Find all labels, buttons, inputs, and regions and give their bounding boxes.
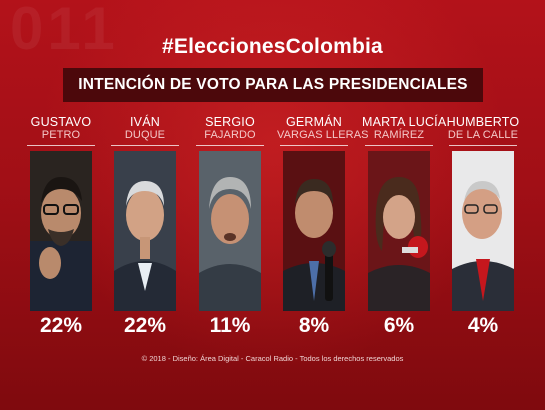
portrait-duque bbox=[114, 151, 176, 311]
name-divider bbox=[280, 145, 348, 146]
value-label: 6% bbox=[383, 314, 415, 337]
name-divider bbox=[196, 145, 264, 146]
subtitle-banner: INTENCIÓN DE VOTO PARA LAS PRESIDENCIALE… bbox=[63, 68, 483, 102]
candidate-name-5: HUMBERTO DE LA CALLE bbox=[446, 116, 520, 146]
portrait-petro bbox=[30, 151, 92, 311]
name-divider bbox=[449, 145, 517, 146]
candidate-first-name: GERMÁN bbox=[285, 115, 343, 129]
candidate-last-name: FAJARDO bbox=[204, 129, 256, 141]
candidate-first-name: GUSTAVO bbox=[30, 115, 92, 129]
candidate-first-name: IVÁN bbox=[130, 115, 160, 129]
candidate-first-name: MARTA LUCÍA bbox=[362, 115, 447, 129]
value-label: 11% bbox=[209, 314, 251, 337]
candidate-last-name: PETRO bbox=[41, 129, 81, 141]
hashtag-title: #EleccionesColombia bbox=[162, 35, 383, 58]
candidate-last-name: DE LA CALLE bbox=[447, 129, 519, 141]
name-divider bbox=[111, 145, 179, 146]
portrait-de-la-calle bbox=[452, 151, 514, 311]
candidate-name-0: GUSTAVO PETRO bbox=[24, 116, 98, 146]
value-label: 8% bbox=[298, 314, 330, 337]
portrait-ramirez bbox=[368, 151, 430, 311]
chart-subtitle: INTENCIÓN DE VOTO PARA LAS PRESIDENCIALE… bbox=[78, 76, 468, 93]
candidate-first-name: HUMBERTO bbox=[446, 115, 520, 129]
value-label: 22% bbox=[123, 314, 167, 337]
candidate-name-1: IVÁN DUQUE bbox=[108, 116, 182, 146]
value-label: 4% bbox=[467, 314, 499, 337]
candidate-last-name: RAMÍREZ bbox=[373, 129, 425, 141]
candidate-first-name: SERGIO bbox=[205, 115, 255, 129]
name-divider bbox=[27, 145, 95, 146]
footer-credit: © 2018 - Diseño: Área Digital - Caracol … bbox=[141, 354, 404, 363]
name-divider bbox=[365, 145, 433, 146]
candidate-name-4: MARTA LUCÍA RAMÍREZ bbox=[362, 115, 447, 146]
candidate-last-name: VARGAS LLERAS bbox=[277, 129, 369, 141]
candidate-last-name: DUQUE bbox=[124, 129, 166, 141]
portrait-vargas-lleras bbox=[283, 151, 345, 311]
candidate-name-2: SERGIO FAJARDO bbox=[193, 116, 267, 146]
value-label: 22% bbox=[39, 314, 83, 337]
candidate-name-3: GERMÁN VARGAS LLERAS bbox=[277, 115, 369, 146]
portrait-fajardo bbox=[199, 151, 261, 311]
background-text: 011 bbox=[10, 0, 119, 62]
